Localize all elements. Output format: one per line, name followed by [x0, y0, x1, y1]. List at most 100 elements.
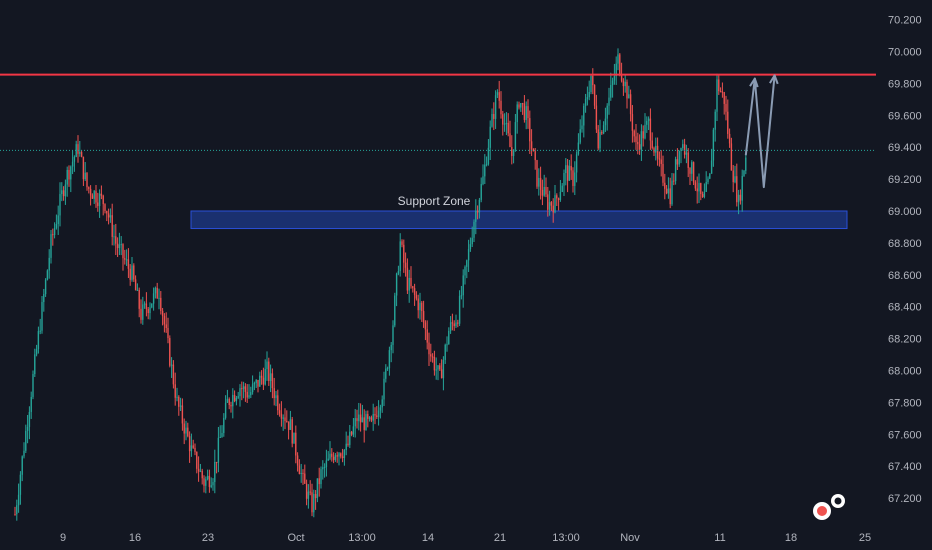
candle-body	[574, 172, 576, 186]
candle-body	[197, 468, 200, 472]
candle-body	[415, 294, 418, 299]
candle-body	[449, 322, 452, 331]
candle-body	[692, 162, 695, 183]
candle-body	[655, 145, 657, 153]
candle-body	[719, 91, 722, 93]
candle-body	[356, 418, 358, 422]
candle-body	[332, 456, 335, 460]
candle-body	[649, 118, 652, 141]
candle-body	[619, 54, 621, 74]
candle-body	[224, 402, 227, 418]
candle-body	[358, 414, 360, 422]
candle-body	[230, 404, 232, 407]
price-axis-bg	[876, 0, 932, 550]
candle-body	[493, 114, 495, 119]
candle-body	[406, 267, 409, 291]
candle-body	[241, 388, 243, 390]
candle-body	[275, 395, 277, 399]
candle-body	[745, 157, 747, 171]
candle-body	[597, 129, 599, 149]
candle-body	[602, 125, 605, 134]
candle-body	[233, 394, 236, 402]
candle-body	[188, 436, 191, 452]
candle-body	[35, 349, 38, 355]
candle-body	[327, 458, 329, 461]
y-tick-label: 67.800	[888, 397, 922, 409]
candle-body	[487, 147, 490, 165]
candle-body	[446, 344, 448, 346]
candle-body	[442, 359, 445, 379]
x-tick-label: 23	[202, 532, 214, 544]
candle-body	[21, 456, 23, 475]
candle-body	[174, 384, 176, 398]
candle-body	[583, 105, 585, 126]
candle-body	[469, 244, 472, 250]
candle-body	[239, 388, 241, 397]
candle-body	[14, 514, 16, 516]
candle-body	[376, 415, 378, 417]
y-tick-label: 69.400	[888, 142, 922, 154]
candle-body	[383, 378, 385, 400]
candle-body	[352, 426, 355, 435]
candle-body	[545, 187, 547, 195]
candle-body	[615, 63, 617, 77]
candle-body	[57, 215, 59, 225]
y-tick-label: 70.200	[888, 15, 922, 27]
candle-body	[206, 475, 209, 480]
y-tick-label: 68.800	[888, 238, 922, 250]
candle-body	[323, 467, 326, 469]
candle-body	[79, 152, 81, 154]
candle-body	[212, 482, 214, 486]
candle-body	[683, 144, 686, 155]
candle-body	[205, 479, 207, 486]
candle-body	[320, 469, 322, 485]
candle-body	[424, 322, 427, 330]
candle-body	[293, 432, 295, 444]
candle-body	[608, 97, 610, 106]
candle-body	[217, 437, 220, 463]
candle-body	[282, 417, 284, 419]
candle-body	[142, 304, 144, 320]
candle-body	[552, 205, 554, 213]
y-tick-label: 68.400	[888, 302, 922, 314]
candle-body	[304, 473, 306, 484]
candle-body	[215, 461, 218, 463]
candle-body	[62, 190, 65, 197]
candle-body	[115, 236, 117, 244]
candle-body	[613, 76, 616, 81]
candle-body	[163, 316, 166, 325]
candle-body	[223, 417, 225, 433]
candle-body	[183, 423, 185, 434]
candle-body	[89, 188, 92, 196]
candle-body	[548, 202, 551, 210]
candle-body	[80, 152, 83, 157]
candle-body	[397, 271, 400, 274]
candle-body	[700, 183, 702, 194]
candle-body	[530, 141, 533, 149]
candle-body	[125, 259, 128, 261]
candle-body	[640, 131, 643, 150]
candle-body	[269, 373, 272, 382]
support-zone: Support Zone	[190, 194, 848, 230]
candle-body	[237, 396, 239, 398]
candle-body	[561, 185, 563, 192]
x-tick-label: 14	[422, 532, 434, 544]
candle-body	[109, 215, 112, 218]
time-axis[interactable]: 9 16 23 Oct 13:00 14 21 13:00 Nov 11 18 25	[60, 532, 871, 544]
candle-body	[437, 365, 439, 370]
price-axis[interactable]: 70.200 70.000 69.800 69.600 69.400 69.200 69.0…	[876, 0, 932, 550]
candle-body	[257, 379, 259, 387]
candle-body	[345, 443, 347, 451]
candle-body	[165, 324, 167, 329]
candle-body	[538, 177, 540, 187]
candle-body	[539, 177, 542, 190]
candle-body	[739, 194, 742, 201]
candle-body	[368, 417, 371, 419]
candle-body	[592, 75, 594, 86]
candle-body	[610, 85, 612, 98]
candle-body	[694, 182, 697, 189]
candle-body	[116, 243, 119, 249]
candle-body	[556, 195, 558, 199]
candle-body	[46, 270, 49, 280]
